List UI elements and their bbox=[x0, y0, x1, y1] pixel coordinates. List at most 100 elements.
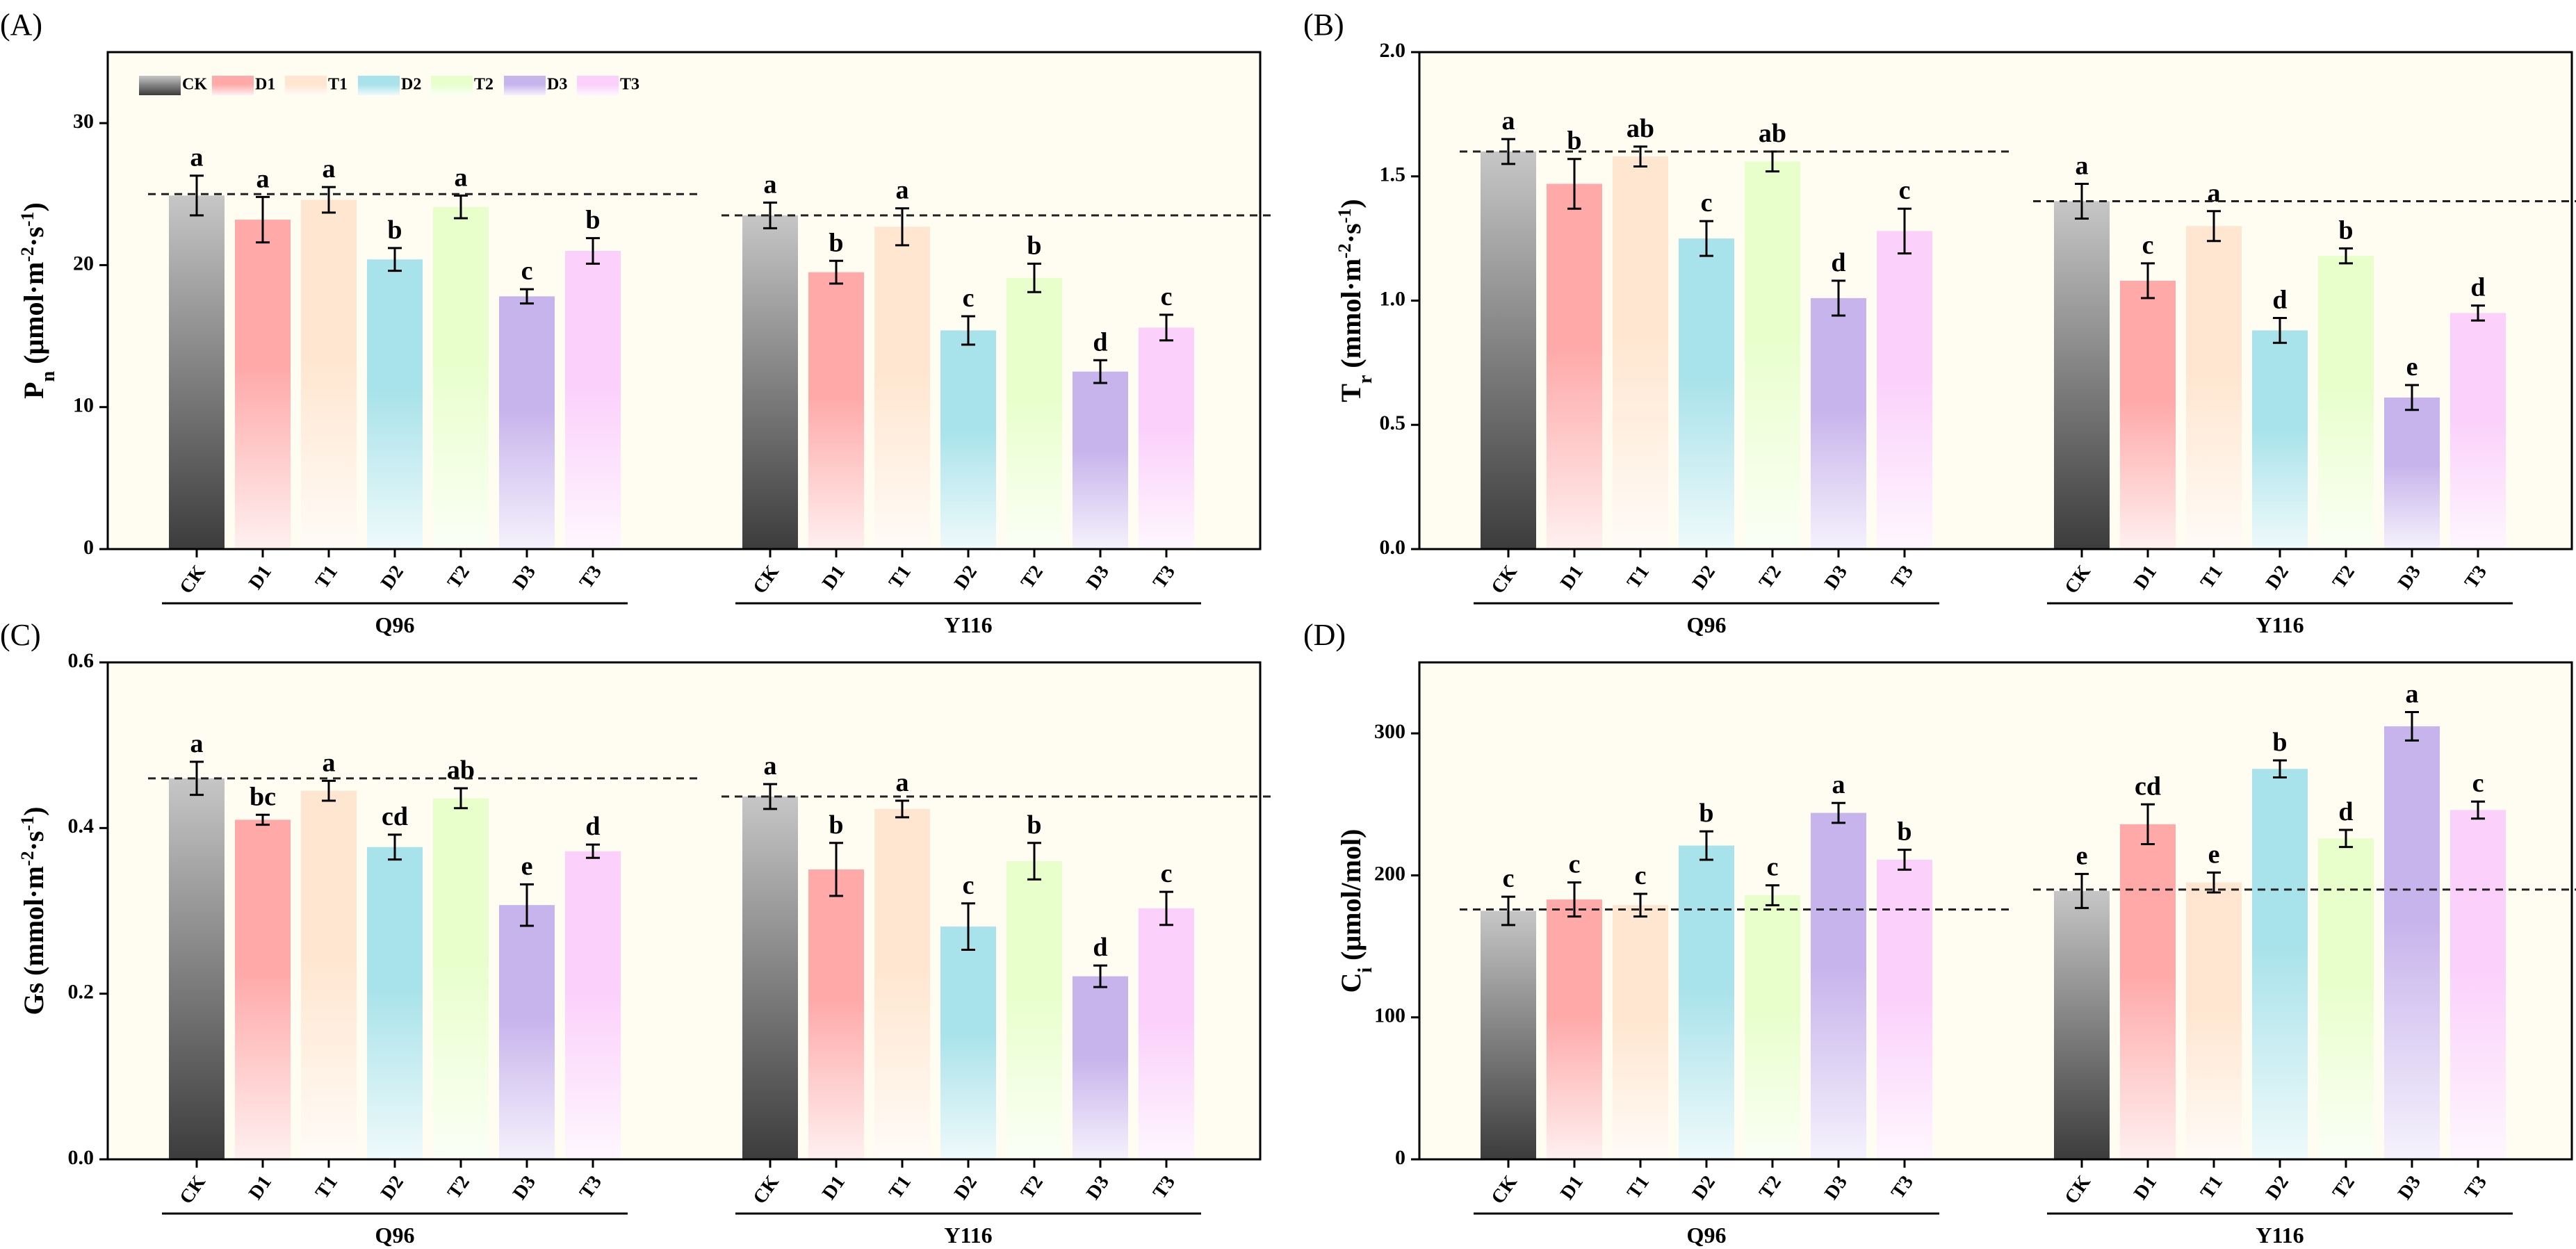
x-tick-label: T1 bbox=[2196, 1172, 2227, 1203]
x-tick-label: T3 bbox=[2461, 1172, 2491, 1203]
group-y116: a CK b D1 a T1 c D2 b T2 d D3 c T3 Y116 bbox=[722, 751, 1271, 1248]
panel-b: a CK b D1 ab T1 c D2 ab T2 d D3 c T3 Q96 a CK c D1 a T1 d D2 b T… bbox=[1303, 8, 2576, 637]
x-tick-label: D2 bbox=[1688, 1172, 1720, 1204]
significance-letter: a bbox=[764, 751, 777, 781]
bar-q96-d1 bbox=[1547, 899, 1602, 1159]
bar-q96-d1 bbox=[1547, 183, 1602, 550]
y-label-superscript: -2 bbox=[1335, 243, 1355, 259]
bar-y116-t3 bbox=[2450, 810, 2506, 1159]
bar-y116-d1 bbox=[2120, 824, 2176, 1159]
x-tick-label: T3 bbox=[1149, 1172, 1180, 1203]
bar-q96-t2 bbox=[1745, 895, 1800, 1159]
bar-q96-d2 bbox=[367, 259, 423, 549]
significance-letter: c bbox=[1635, 861, 1647, 890]
legend-label: D1 bbox=[255, 76, 275, 94]
significance-letter: b bbox=[829, 810, 843, 840]
significance-letter: ab bbox=[447, 756, 475, 785]
legend-label: D3 bbox=[547, 76, 567, 94]
significance-letter: b bbox=[1027, 810, 1041, 840]
bar-y116-ck bbox=[742, 797, 798, 1159]
significance-letter: a bbox=[323, 748, 336, 777]
legend-label: T3 bbox=[620, 76, 639, 94]
x-tick-label: D3 bbox=[1820, 1172, 1852, 1204]
y-tick-label: 0.5 bbox=[1380, 411, 1406, 434]
legend-label: CK bbox=[182, 76, 207, 94]
y-tick-label: 0.2 bbox=[68, 981, 95, 1004]
x-tick-label: T2 bbox=[1755, 1172, 1786, 1203]
significance-letter: a bbox=[190, 729, 204, 758]
bar-q96-t1 bbox=[301, 199, 357, 549]
bar-y116-ck bbox=[2054, 201, 2110, 549]
significance-letter: cd bbox=[382, 802, 408, 831]
x-tick-label: CK bbox=[1487, 1172, 1522, 1208]
significance-letter: d bbox=[2272, 286, 2287, 315]
significance-letter: c bbox=[1701, 188, 1713, 218]
plot-frame bbox=[1418, 661, 2573, 1161]
legend-label: D2 bbox=[401, 76, 421, 94]
bar-q96-ck bbox=[1481, 152, 1536, 549]
bar-y116-d1 bbox=[2120, 280, 2176, 549]
group-label: Q96 bbox=[1687, 612, 1727, 637]
bar-q96-d2 bbox=[367, 847, 423, 1159]
bar-q96-t3 bbox=[1877, 859, 1932, 1159]
y-tick-label: 0.4 bbox=[68, 815, 95, 838]
significance-letter: a bbox=[1502, 106, 1515, 136]
bar-y116-t1 bbox=[2186, 882, 2242, 1159]
significance-letter: a bbox=[1832, 770, 1845, 799]
significance-letter: c bbox=[963, 871, 975, 900]
x-tick-label: CK bbox=[176, 1172, 211, 1208]
x-tick-label: D1 bbox=[818, 1172, 849, 1204]
significance-letter: c bbox=[963, 284, 975, 313]
bar-q96-d2 bbox=[1679, 238, 1734, 549]
bar-y116-d1 bbox=[808, 272, 864, 549]
x-tick-label: D3 bbox=[509, 1172, 540, 1204]
plot-frame bbox=[106, 51, 1262, 550]
x-tick-label: T1 bbox=[2196, 562, 2227, 593]
significance-letter: a bbox=[896, 768, 909, 797]
y-tick-label: 0 bbox=[83, 536, 94, 559]
significance-letter: ab bbox=[1627, 114, 1654, 143]
x-tick-label: D2 bbox=[2262, 562, 2293, 594]
significance-letter: b bbox=[2338, 215, 2353, 245]
x-tick-label: T1 bbox=[311, 1172, 342, 1203]
y-label-main: C bbox=[1335, 973, 1367, 993]
significance-letter: a bbox=[896, 176, 909, 205]
x-tick-label: T2 bbox=[443, 562, 474, 593]
x-tick-label: D1 bbox=[2130, 562, 2161, 594]
bar-q96-d3 bbox=[499, 296, 555, 549]
y-tick-label: 200 bbox=[1374, 862, 1405, 885]
significance-letter: d bbox=[1831, 248, 1845, 277]
plot-frame bbox=[106, 661, 1262, 1161]
y-label-units: (μmol/mol) bbox=[1335, 829, 1367, 968]
bar-y116-ck bbox=[2054, 890, 2110, 1159]
significance-letter: a bbox=[256, 164, 270, 193]
y-tick-label: 2.0 bbox=[1380, 39, 1406, 62]
y-axis-label: Tr (mmol·m-2·s-1) bbox=[1335, 199, 1376, 402]
y-label-subscript: n bbox=[38, 370, 59, 382]
significance-letter: b bbox=[1567, 126, 1581, 156]
significance-letter: c bbox=[1569, 850, 1581, 879]
y-label-units: (μmol·m bbox=[18, 262, 49, 371]
y-tick-label: 1.5 bbox=[1380, 163, 1406, 186]
significance-letter: b bbox=[585, 206, 600, 235]
bar-y116-t1 bbox=[2186, 226, 2242, 549]
x-tick-label: D1 bbox=[2130, 1172, 2161, 1204]
y-tick-label: 300 bbox=[1374, 720, 1405, 743]
x-tick-label: T1 bbox=[1623, 562, 1654, 593]
significance-letter: b bbox=[1699, 799, 1713, 828]
bar-q96-t1 bbox=[1613, 156, 1668, 549]
x-tick-label: T3 bbox=[1149, 562, 1180, 593]
y-tick-label: 0.0 bbox=[68, 1146, 95, 1169]
x-tick-label: D1 bbox=[1556, 1172, 1588, 1204]
group-label: Q96 bbox=[375, 612, 415, 637]
x-tick-label: D1 bbox=[245, 562, 276, 594]
significance-letter: a bbox=[764, 170, 777, 199]
group-y116: e CK cd D1 e T1 b D2 d T2 a D3 c T3 Y116 bbox=[2033, 680, 2576, 1248]
significance-letter: a bbox=[2076, 151, 2089, 180]
plot-background bbox=[1419, 52, 2572, 549]
y-label-units: ) bbox=[18, 202, 49, 211]
group-y116: a CK b D1 a T1 c D2 b T2 d D3 c T3 Y116 bbox=[722, 170, 1271, 637]
significance-letter: e bbox=[2406, 352, 2418, 382]
panel-label: (C) bbox=[0, 618, 41, 652]
